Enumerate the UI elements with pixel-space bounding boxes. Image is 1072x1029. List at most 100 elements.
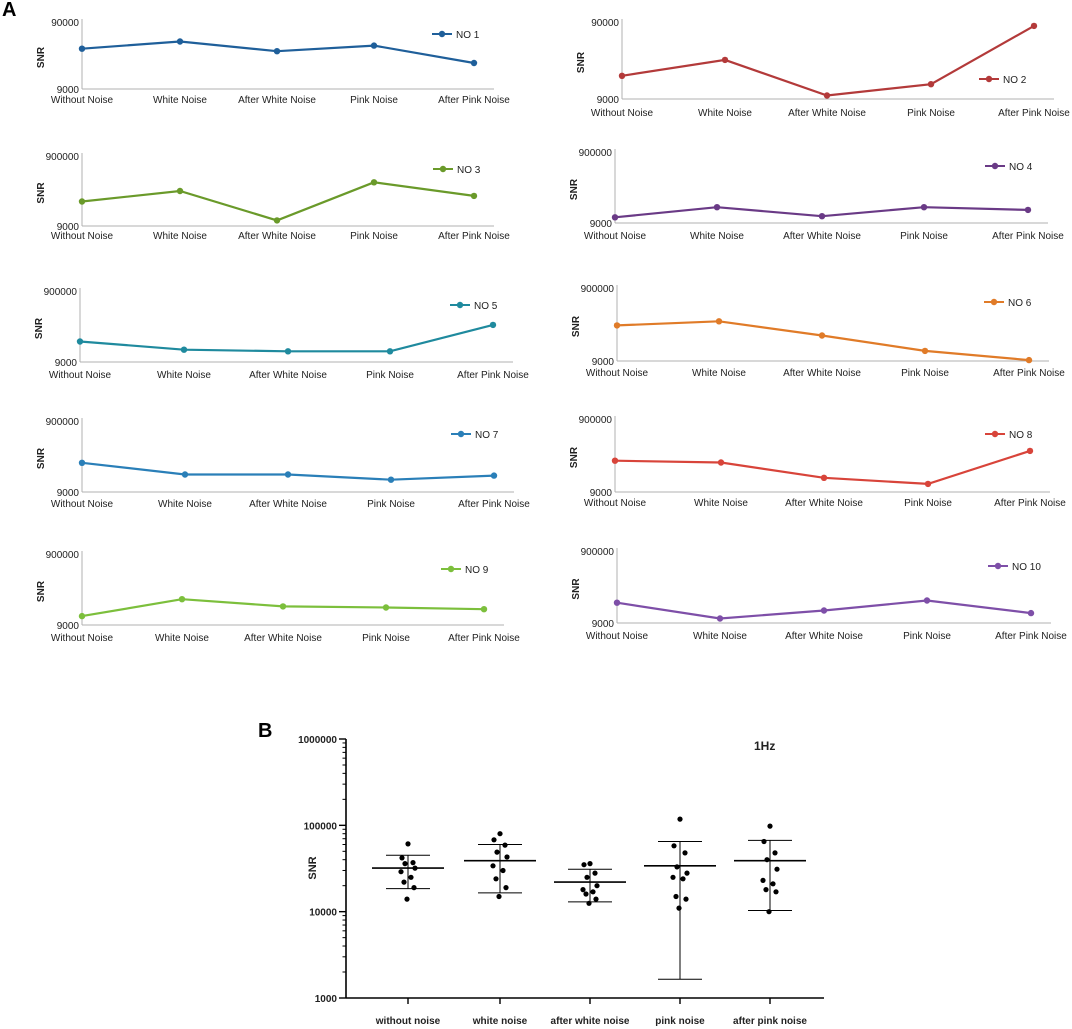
data-point — [583, 891, 589, 897]
legend-marker — [438, 30, 446, 38]
x-tick-label: Pink Noise — [350, 95, 398, 106]
x-tick-label: Pink Noise — [903, 631, 951, 642]
series-line — [79, 323, 494, 353]
y-tick-label: 900000 — [581, 284, 615, 295]
legend-marker — [991, 162, 999, 170]
x-tick-label: White Noise — [153, 95, 207, 106]
data-point — [1025, 356, 1033, 364]
data-point — [410, 860, 416, 866]
y-axis-label: SNR — [34, 317, 45, 339]
legend-label: NO 1 — [456, 30, 480, 41]
legend-label: NO 5 — [474, 301, 498, 312]
data-point — [581, 862, 587, 868]
data-point — [76, 338, 84, 345]
panel-b-label: B — [258, 720, 272, 742]
data-point — [273, 48, 281, 55]
x-tick-label: Without Noise — [591, 108, 654, 119]
data-point — [682, 850, 688, 856]
data-point — [78, 45, 86, 52]
x-tick-label: After Pink Noise — [993, 368, 1065, 379]
data-point — [370, 42, 378, 49]
panel-b-chart: 1000 10000 100000 1000000 SNR 1Hz without nois… — [298, 735, 824, 1027]
data-point — [470, 59, 478, 67]
data-point — [713, 204, 721, 211]
data-point — [764, 857, 770, 863]
data-point — [820, 607, 828, 614]
x-tick-label: After White Noise — [785, 631, 863, 642]
data-point — [180, 346, 188, 353]
data-point — [176, 187, 184, 195]
data-point — [716, 615, 724, 622]
y-tick-label: 900000 — [44, 287, 78, 298]
x-tick-label: without noise — [375, 1016, 441, 1027]
data-point — [763, 887, 769, 893]
x-tick-label: White Noise — [158, 499, 212, 510]
data-point — [401, 879, 407, 885]
data-point — [497, 831, 503, 837]
y-tick-label: 1000000 — [298, 735, 337, 746]
line-chart-6: 900000 9000 SNR Without Noise White Noise Aft… — [571, 284, 1065, 379]
y-tick-label: 9000 — [597, 95, 620, 106]
data-point — [398, 869, 404, 875]
y-axis-label: SNR — [307, 856, 319, 879]
data-point — [494, 849, 500, 855]
y-tick-label: 1000 — [315, 994, 338, 1005]
data-point — [721, 56, 729, 64]
data-point — [500, 867, 506, 874]
legend-marker — [994, 562, 1002, 570]
x-tick-label: After Pink Noise — [992, 231, 1064, 242]
data-point — [399, 855, 405, 861]
y-axis-label: SNR — [569, 178, 580, 200]
x-tick-label: white noise — [472, 1016, 528, 1027]
legend-label: NO 3 — [457, 165, 481, 176]
legend-marker — [991, 430, 999, 438]
data-point — [1030, 22, 1038, 30]
y-tick-label: 900000 — [581, 547, 615, 558]
data-point — [496, 893, 502, 900]
x-tick-label: Pink Noise — [907, 108, 955, 119]
data-point — [586, 900, 592, 906]
data-point — [78, 612, 86, 620]
x-tick-label: After Pink Noise — [995, 631, 1067, 642]
data-point — [273, 217, 281, 224]
y-axis-label: SNR — [569, 446, 580, 468]
y-axis-label: SNR — [36, 580, 47, 602]
data-point — [1027, 609, 1035, 617]
data-point — [673, 893, 679, 900]
line-chart-1: 90000 9000 SNR Without Noise White Noise Afte… — [36, 18, 510, 106]
legend-label: NO 6 — [1008, 298, 1032, 309]
data-point — [611, 457, 619, 464]
x-tick-label: After Pink Noise — [448, 633, 520, 644]
x-tick-label: Pink Noise — [904, 498, 952, 509]
data-point — [382, 604, 390, 611]
data-point — [670, 874, 676, 880]
data-point — [502, 842, 508, 848]
data-point — [404, 896, 410, 902]
y-tick-label: 900000 — [46, 152, 80, 163]
data-point — [676, 905, 682, 911]
x-tick-label: After Pink Noise — [458, 499, 530, 510]
y-tick-label: 9000 — [592, 357, 615, 368]
y-axis-label: SNR — [571, 315, 582, 337]
chart-title: 1Hz — [754, 739, 775, 753]
data-point — [773, 889, 779, 895]
data-point — [618, 72, 626, 80]
data-point — [715, 318, 723, 325]
y-tick-label: 900000 — [579, 148, 613, 159]
y-tick-label: 9000 — [57, 222, 80, 233]
x-tick-label: Without Noise — [49, 370, 112, 381]
y-tick-label: 900000 — [579, 415, 613, 426]
data-point — [470, 192, 478, 200]
data-point — [761, 838, 767, 845]
data-point — [370, 179, 378, 186]
data-point — [584, 874, 590, 880]
x-tick-label: Without Noise — [584, 231, 647, 242]
legend-label: NO 7 — [475, 430, 499, 441]
data-point — [408, 874, 414, 880]
data-point — [279, 603, 287, 610]
panel-a-charts: 90000 9000 SNR Without Noise White Noise Afte… — [34, 18, 1070, 644]
x-tick-label: White Noise — [157, 370, 211, 381]
data-point — [611, 214, 619, 221]
data-point — [818, 213, 826, 220]
legend-marker — [985, 75, 993, 83]
